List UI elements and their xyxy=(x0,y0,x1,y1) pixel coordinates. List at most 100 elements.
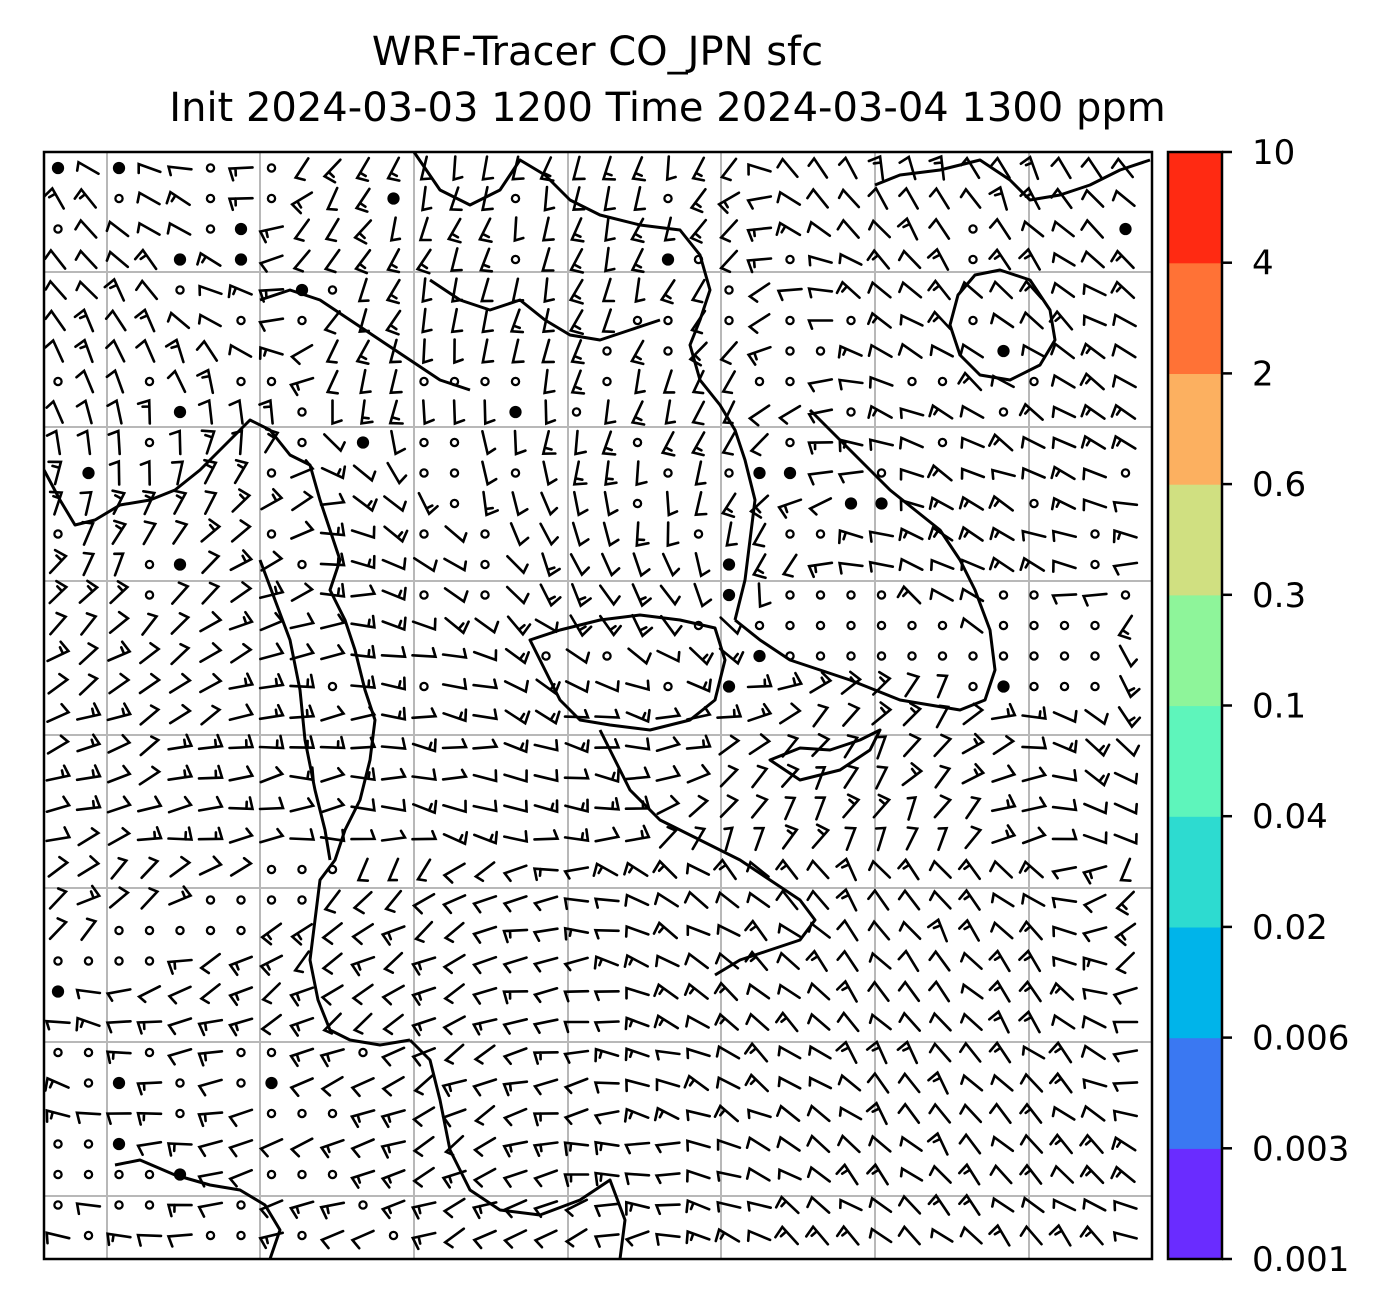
wind-barb xyxy=(1021,892,1046,907)
wind-barb xyxy=(1019,279,1043,300)
wind-barb xyxy=(228,398,244,425)
wind-barb xyxy=(472,649,498,662)
wind-barb xyxy=(105,249,130,269)
wind-barb xyxy=(259,642,285,661)
wind-barb xyxy=(1112,500,1139,513)
wind-barb xyxy=(1021,826,1047,845)
wind-barb xyxy=(450,247,463,272)
wind-barb xyxy=(685,734,712,750)
wind-barb xyxy=(260,488,284,511)
wind-barb xyxy=(720,492,737,518)
wind-barb xyxy=(502,895,528,913)
wind-barb xyxy=(1050,341,1075,360)
wind-barb xyxy=(898,280,923,299)
wind-barb xyxy=(203,458,218,485)
wind-barb xyxy=(835,1040,858,1064)
wind-barb xyxy=(988,948,1011,973)
wind-barb xyxy=(775,221,802,237)
wind-barb xyxy=(442,862,466,884)
wind-barb xyxy=(136,1111,163,1126)
wind-barb xyxy=(108,886,131,909)
wind-barb xyxy=(781,734,800,758)
wind-barb xyxy=(352,464,377,483)
wind-barb xyxy=(228,1108,254,1128)
calm-wind-circle xyxy=(53,376,63,387)
wind-barb xyxy=(690,278,706,304)
wind-barb xyxy=(386,156,401,182)
calm-wind-circle xyxy=(968,254,978,265)
wind-barb xyxy=(323,248,341,274)
wind-barb xyxy=(80,612,98,636)
wind-barb xyxy=(443,983,465,1005)
wind-barb xyxy=(959,187,982,209)
wind-barb xyxy=(227,196,254,212)
wind-barb xyxy=(807,287,834,299)
wind-barb xyxy=(352,1012,373,1035)
wind-barb xyxy=(1082,831,1108,845)
wind-barb xyxy=(502,1018,528,1035)
calm-wind-circle xyxy=(53,529,63,539)
calm-wind-circle xyxy=(661,253,675,266)
wind-barb xyxy=(660,431,676,457)
calm-wind-circle xyxy=(480,590,490,600)
wind-barb xyxy=(532,927,559,942)
calm-wind-circle xyxy=(937,376,948,387)
wind-barb xyxy=(290,191,314,215)
wind-barb xyxy=(107,429,121,456)
wind-barb xyxy=(106,702,133,722)
wind-barb xyxy=(453,338,464,365)
wind-barb xyxy=(107,640,132,662)
wind-barb xyxy=(197,826,224,841)
wind-barb xyxy=(319,522,346,537)
wind-barb xyxy=(1115,951,1135,975)
wind-barb xyxy=(78,673,100,696)
wind-barb xyxy=(1080,249,1105,269)
wind-barb xyxy=(835,1162,859,1186)
wind-barb xyxy=(690,431,706,457)
wind-barb xyxy=(473,830,498,845)
wind-barb xyxy=(319,1229,345,1250)
wind-barb xyxy=(623,1107,650,1123)
wind-barb xyxy=(533,1169,559,1188)
wind-barb xyxy=(111,489,127,515)
wind-barb xyxy=(776,951,800,970)
wind-barb xyxy=(388,338,402,364)
wind-barb xyxy=(168,672,192,694)
wind-barb xyxy=(777,671,804,691)
wind-barb xyxy=(140,887,160,910)
wind-barb xyxy=(744,918,768,942)
wind-barb xyxy=(199,642,223,663)
wind-barb xyxy=(746,674,773,689)
wind-barb xyxy=(325,369,339,395)
wind-barb xyxy=(843,734,860,759)
wind-barb xyxy=(988,247,1012,271)
wind-barb xyxy=(988,1223,1011,1247)
wind-barb xyxy=(927,1193,951,1216)
wind-barb xyxy=(411,1106,436,1127)
colorbar-tick-label: 0.04 xyxy=(1252,797,1328,837)
wind-barb xyxy=(631,613,654,638)
wind-barb xyxy=(472,769,498,783)
wind-barb xyxy=(44,338,65,363)
wind-barb xyxy=(898,920,922,940)
wind-barb xyxy=(421,307,433,334)
wind-barb xyxy=(441,1169,467,1189)
wind-barb xyxy=(1050,1164,1075,1184)
wind-barb xyxy=(990,311,1015,329)
wind-barb xyxy=(960,467,986,480)
wind-barb xyxy=(716,1138,742,1151)
calm-wind-circle xyxy=(297,559,307,570)
wind-barb xyxy=(412,1166,435,1188)
wind-barb xyxy=(661,552,681,578)
calm-wind-circle xyxy=(876,590,887,600)
wind-barb xyxy=(689,188,707,214)
wind-barb xyxy=(899,467,925,481)
wind-barb xyxy=(839,1198,863,1212)
wind-barb xyxy=(777,1075,802,1090)
wind-barb xyxy=(807,441,834,455)
wind-barb xyxy=(744,1041,769,1063)
calm-wind-circle xyxy=(815,529,826,539)
wind-barb xyxy=(442,1227,466,1249)
wind-barb xyxy=(837,155,858,180)
colorbar-segment xyxy=(1168,152,1222,264)
